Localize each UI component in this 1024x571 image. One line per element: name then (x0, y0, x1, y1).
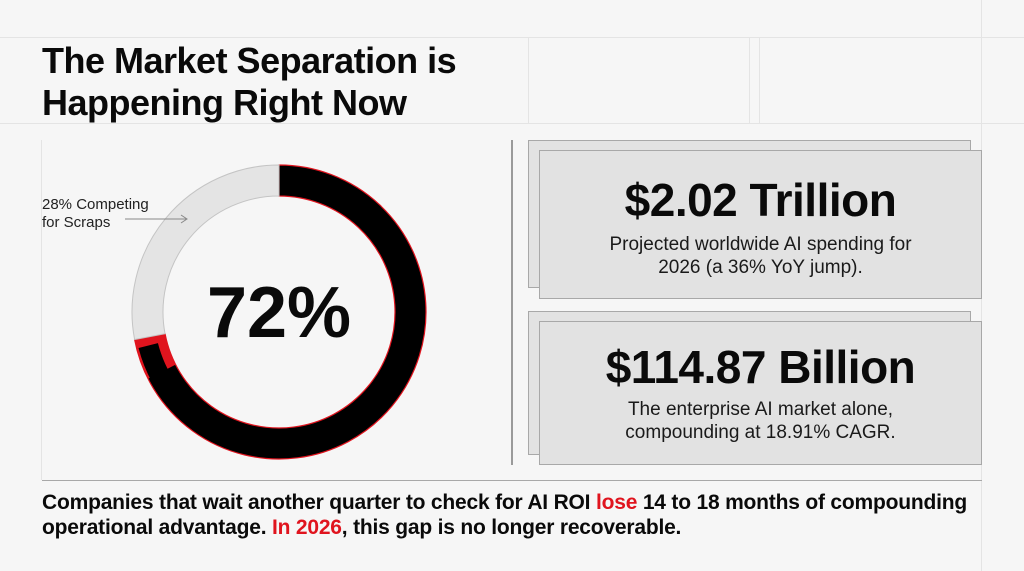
stat-description: The enterprise AI market alone, compound… (540, 398, 981, 444)
page-title: The Market Separation is Happening Right… (42, 40, 457, 124)
stat-value: $114.87 Billion (605, 341, 916, 393)
footer-highlight: lose (595, 491, 638, 514)
title-line-1: The Market Separation is (42, 40, 457, 81)
stat-card-enterprise: $114.87 Billion The enterprise AI market… (539, 321, 982, 465)
grid-line (759, 37, 760, 123)
stat-value: $2.02 Trillion (624, 174, 897, 226)
stat-desc-line: Projected worldwide AI spending for (609, 234, 912, 255)
footer-highlight: In 2026 (271, 516, 342, 539)
arrow-head-icon (180, 214, 188, 224)
stat-description: Projected worldwide AI spending for 2026… (540, 233, 981, 279)
stat-desc-line: 2026 (a 36% YoY jump). (658, 257, 863, 278)
donut-center-label: 72% (207, 273, 351, 353)
grid-line (528, 37, 529, 123)
footer-text: Companies that wait another quarter to c… (42, 491, 596, 514)
donut-slice-remaining (131, 164, 280, 341)
donut-chart: 72% (125, 164, 427, 460)
vertical-divider (511, 140, 513, 465)
grid-line (0, 37, 1024, 38)
donut-slice-tail (138, 343, 188, 412)
footer-statement: Companies that wait another quarter to c… (42, 490, 1002, 540)
stat-card-spending: $2.02 Trillion Projected worldwide AI sp… (539, 150, 982, 299)
grid-line (749, 37, 750, 123)
donut-annotation: 28% Competing for Scraps (42, 196, 149, 232)
title-line-2: Happening Right Now (42, 82, 407, 123)
footer-divider (42, 480, 982, 481)
footer-text: 14 to 18 months of compounding operation… (42, 491, 967, 539)
grid-line (41, 140, 42, 480)
stat-desc-line: compounding at 18.91% CAGR. (625, 422, 896, 443)
annotation-line-1: 28% Competing (42, 196, 149, 213)
footer-text: , this gap is no longer recoverable. (341, 516, 682, 539)
stat-desc-line: The enterprise AI market alone, (627, 399, 894, 420)
annotation-line-2: for Scraps (42, 214, 111, 231)
grid-line (0, 123, 1024, 124)
